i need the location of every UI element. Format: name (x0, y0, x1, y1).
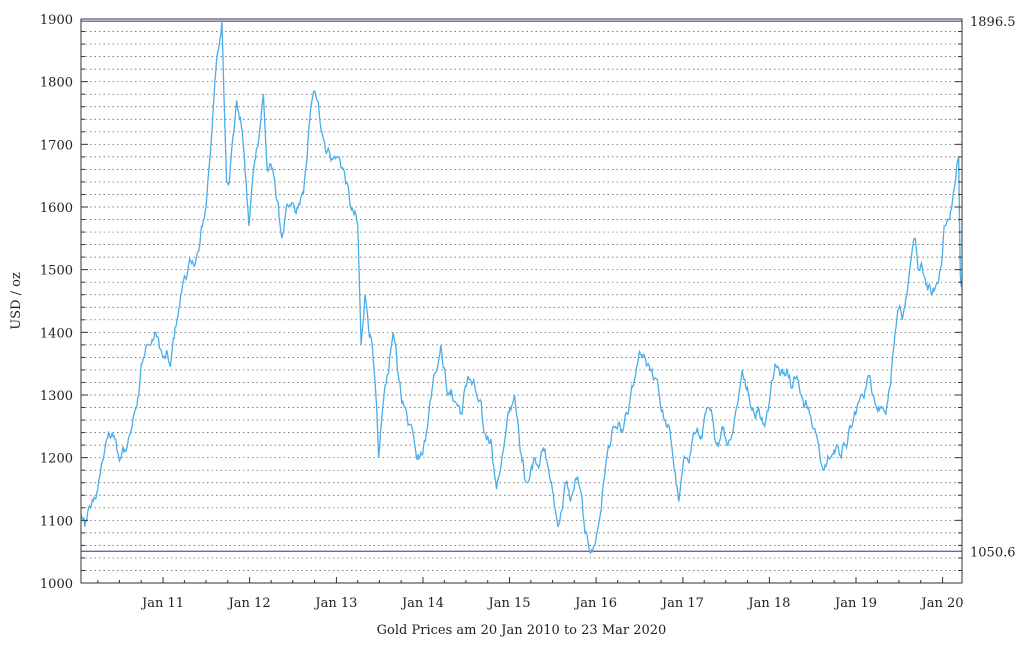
y-tick-label: 1100 (40, 514, 73, 529)
gold-price-line (80, 21, 963, 555)
y-tick-label: 1200 (40, 452, 73, 467)
x-tick-label: Jan 14 (400, 596, 444, 611)
x-tick-label: Jan 16 (573, 596, 617, 611)
reference-label-low: 1050.6 (970, 545, 1016, 560)
y-tick-label: 1000 (40, 577, 73, 592)
x-tick-label: Jan 12 (227, 596, 271, 611)
y-tick-label: 1800 (40, 76, 73, 91)
y-tick-label: 1700 (40, 138, 73, 153)
y-tick-label: 1500 (40, 264, 73, 279)
gridlines (81, 31, 962, 571)
y-tick-label: 1300 (40, 389, 73, 404)
x-axis-title: Gold Prices am 20 Jan 2010 to 23 Mar 202… (377, 623, 667, 638)
y-axis: 1000 1100 1200 1300 1400 1500 1600 1700 1800 1900 (40, 13, 962, 592)
y-axis-title: USD / oz (9, 272, 24, 330)
x-tick-label: Jan 19 (833, 596, 877, 611)
x-axis: Jan 11 Jan 12 Jan 13 Jan 14 Jan 15 Jan 16 Jan … (97, 577, 964, 611)
x-tick-label: Jan 20 (920, 596, 964, 611)
y-tick-label: 1600 (40, 201, 73, 216)
x-tick-label: Jan 18 (746, 596, 790, 611)
y-tick-label: 1900 (40, 13, 73, 28)
x-tick-label: Jan 15 (487, 596, 531, 611)
x-tick-label: Jan 13 (313, 596, 357, 611)
reference-label-high: 1896.5 (970, 15, 1016, 30)
plot-frame (80, 18, 963, 584)
y-tick-label: 1400 (40, 326, 73, 341)
x-tick-label: Jan 11 (140, 596, 184, 611)
x-tick-label: Jan 17 (660, 596, 704, 611)
